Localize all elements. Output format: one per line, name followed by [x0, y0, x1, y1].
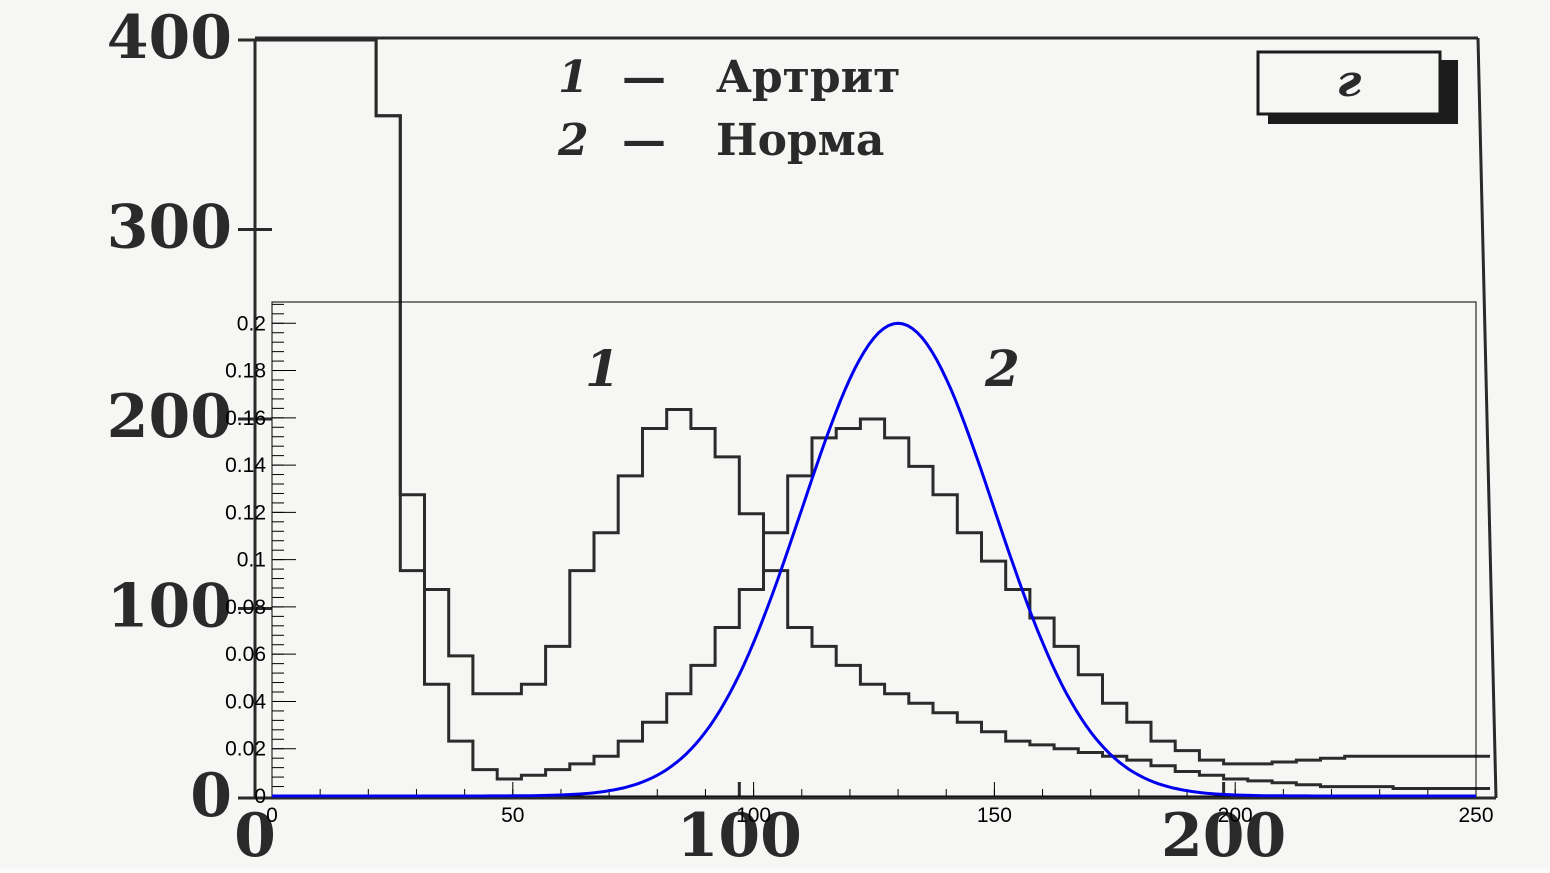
legend-entry-2-label: Норма	[716, 115, 884, 166]
scan-y-tick-label: 300	[107, 193, 232, 263]
overlay-y-tick-label: 0.2	[237, 312, 266, 335]
overlay-x-tick-label: 150	[977, 804, 1012, 827]
legend-entry-1-label: Артрит	[716, 52, 901, 103]
scan-x-tick-label: 0	[234, 801, 276, 868]
panel-label: г	[1337, 56, 1362, 107]
legend-entry-2-number: 2	[557, 115, 589, 166]
panel-label-frame	[1256, 50, 1442, 116]
overlay-y-tick-label: 0.02	[225, 738, 266, 761]
overlay-x-tick-label: 200	[1218, 804, 1253, 827]
panel-label-box: г	[1256, 50, 1458, 124]
overlay-y-tick-label: 0.1	[237, 549, 266, 572]
legend-entry-2-dash: —	[622, 115, 666, 166]
scan-y-ticks: 0 100 200 300 400	[107, 3, 272, 831]
scan-series-line-2	[255, 38, 1490, 781]
scan-right-axis	[1476, 37, 1498, 799]
overlay-x-tick-label: 250	[1458, 804, 1493, 827]
overlay-y-tick-label: 0.08	[225, 596, 266, 619]
scan-x-tick-label: 200	[1161, 801, 1286, 868]
overlay-y-tick-label: 0.14	[225, 454, 266, 477]
legend-entry-1-number: 1	[558, 52, 589, 103]
overlay-gaussian-fit-line	[272, 321, 1476, 798]
curve-label-2: 2	[984, 339, 1020, 398]
overlay-y-tick-label: 0.18	[225, 360, 266, 383]
overlay-x-tick-label: 0	[266, 804, 278, 827]
overlay-y-tick-label: 0.06	[225, 643, 266, 666]
scan-y-tick-label: 0	[190, 761, 232, 831]
overlay-plot: 00.020.040.060.080.10.120.140.160.180.2 …	[225, 301, 1494, 827]
scan-series-line-1	[255, 38, 1490, 790]
scan-series-group	[255, 38, 1490, 790]
scan-x-tick-label: 100	[677, 801, 802, 868]
overlay-x-tick-label: 50	[501, 804, 524, 827]
overlay-frame	[271, 301, 1477, 797]
scan-x-ticks: 0 100 200	[234, 782, 1286, 871]
scan-y-tick-label: 400	[107, 3, 232, 73]
scan-y-tick-label: 200	[107, 382, 232, 452]
overlay-x-tick-label: 100	[736, 804, 771, 827]
curve-label-1: 1	[585, 339, 620, 398]
overlay-x-ticks: 0 50 100 150 200 250	[266, 782, 1494, 827]
scan-legend: 1 — Артрит 2 — Норма	[557, 52, 901, 166]
legend-entry-1-dash: —	[622, 52, 666, 103]
scan-plot-frame	[253, 36, 1498, 800]
overlay-y-tick-label: 0.16	[225, 407, 266, 430]
overlay-y-tick-label: 0.12	[225, 501, 266, 524]
overlay-y-tick-label: 0.04	[225, 690, 266, 713]
overlay-y-ticks: 0 0.02 0.04 0.06 0.08 0.1 0.12 0.14 0.16 0.18 0.2	[225, 312, 296, 808]
overlay-y-tick-label: 0	[254, 785, 266, 808]
scan-y-tick-label: 100	[107, 572, 232, 642]
